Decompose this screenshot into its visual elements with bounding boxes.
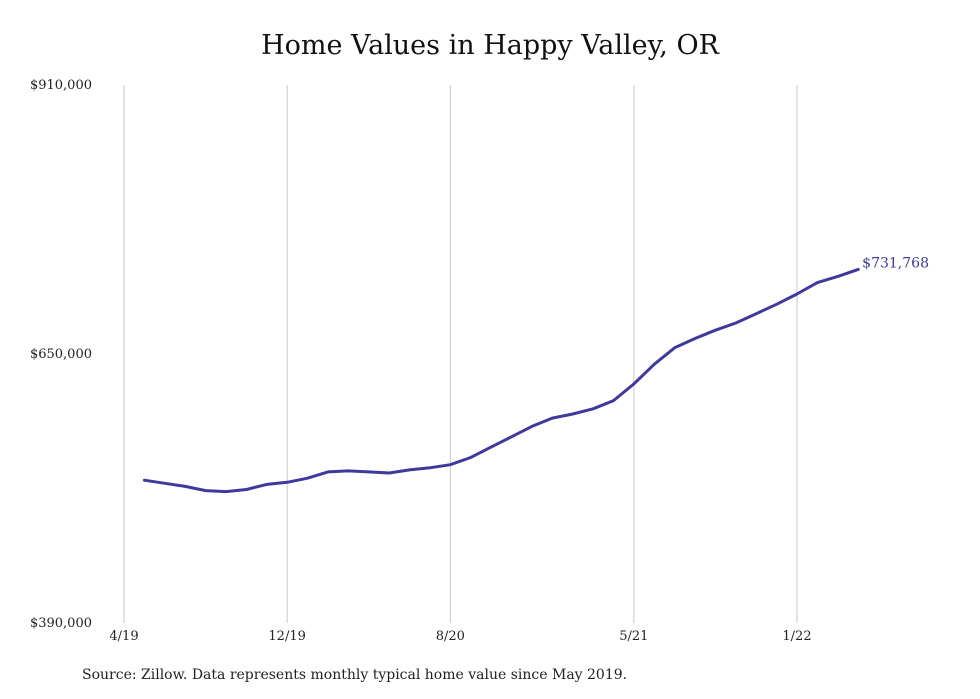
data-point xyxy=(816,281,819,284)
data-point xyxy=(551,417,554,420)
data-point xyxy=(836,275,839,278)
x-axis-ticks: 4/19 12/19 8/20 5/21 1/22 xyxy=(109,629,811,644)
data-point xyxy=(388,471,391,474)
data-point xyxy=(408,468,411,471)
data-point xyxy=(592,407,595,410)
data-point xyxy=(347,469,350,472)
series-home-value xyxy=(142,267,860,494)
data-point xyxy=(755,312,758,315)
data-point xyxy=(286,481,289,484)
y-tick-label: $910,000 xyxy=(30,78,92,93)
x-tick-label: 12/19 xyxy=(268,629,305,644)
data-point xyxy=(428,466,431,469)
y-tick-label: $390,000 xyxy=(30,616,92,631)
data-point xyxy=(143,479,146,482)
data-point xyxy=(612,399,615,402)
data-point xyxy=(796,292,799,295)
grid-lines xyxy=(123,85,798,623)
data-point xyxy=(714,329,717,332)
data-point xyxy=(306,477,309,480)
end-value-label-group: $731,768 xyxy=(862,255,929,271)
x-tick-label: 5/21 xyxy=(619,629,648,644)
source-note: Source: Zillow. Data represents monthly … xyxy=(82,667,628,683)
y-axis-ticks: $910,000 $650,000 $390,000 xyxy=(30,78,92,631)
data-point xyxy=(694,337,697,340)
y-tick-label: $650,000 xyxy=(30,347,92,362)
data-point xyxy=(653,363,656,366)
data-point xyxy=(265,483,268,486)
data-point xyxy=(224,490,227,493)
data-point xyxy=(367,470,370,473)
data-point xyxy=(326,470,329,473)
end-value-label: $731,768 xyxy=(862,255,929,271)
home-value-line xyxy=(142,267,860,494)
data-point xyxy=(204,489,207,492)
x-tick-label: 8/20 xyxy=(436,629,465,644)
x-tick-label: 4/19 xyxy=(109,629,138,644)
data-point xyxy=(673,346,676,349)
data-point xyxy=(449,463,452,466)
data-point xyxy=(184,485,187,488)
data-point xyxy=(163,482,166,485)
data-point xyxy=(571,413,574,416)
data-point xyxy=(775,303,778,306)
data-point xyxy=(857,268,860,271)
x-tick-label: 1/22 xyxy=(782,629,811,644)
data-point xyxy=(469,456,472,459)
data-point xyxy=(530,425,533,428)
data-point xyxy=(510,435,513,438)
chart-title: Home Values in Happy Valley, OR xyxy=(261,30,719,61)
data-point xyxy=(490,446,493,449)
data-point xyxy=(632,383,635,386)
data-point xyxy=(245,488,248,491)
data-point xyxy=(734,321,737,324)
